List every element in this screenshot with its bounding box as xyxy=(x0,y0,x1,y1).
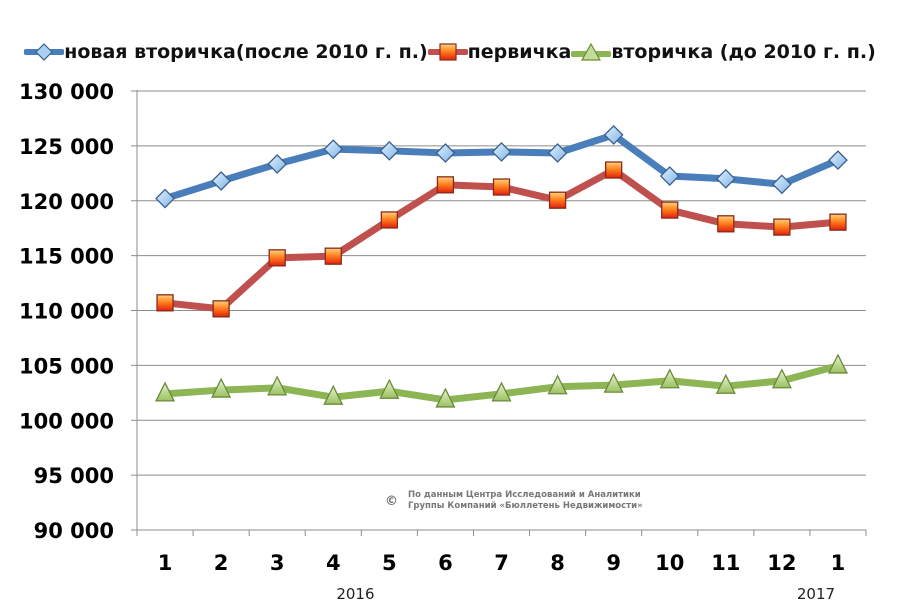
y-tick-label: 125 000 xyxy=(19,135,114,159)
x-tick-label: 4 xyxy=(326,551,341,575)
y-tick-labels: 90 000 95 000 100 000 105 000 110 000 115 000… xyxy=(19,80,114,543)
data-point-square xyxy=(605,161,623,179)
axes xyxy=(136,90,867,536)
year-label: 2016 xyxy=(336,585,374,603)
data-point-diamond xyxy=(547,143,568,163)
data-point-diamond xyxy=(435,143,456,163)
x-tick-label: 1 xyxy=(831,551,846,575)
legend-label: новая вторичка(после 2010 г. п.) xyxy=(64,41,428,63)
data-point-triangle xyxy=(491,381,512,402)
data-point-diamond xyxy=(379,140,400,161)
data-point-triangle xyxy=(659,368,680,389)
data-point-triangle xyxy=(323,384,344,405)
data-point-square xyxy=(661,201,679,219)
legend-item-new-secondary: новая вторичка(после 2010 г. п.) xyxy=(24,41,428,63)
x-tick-label: 8 xyxy=(550,551,565,575)
y-tick-label: 120 000 xyxy=(19,190,114,214)
data-point-diamond xyxy=(828,150,848,171)
data-point-triangle xyxy=(547,374,568,395)
legend-label: вторичка (до 2010 г. п.) xyxy=(611,41,876,63)
data-point-triangle xyxy=(827,353,849,374)
series-1 xyxy=(155,124,848,209)
data-point-diamond xyxy=(155,188,175,209)
data-point-square xyxy=(436,176,455,194)
x-tick-label: 7 xyxy=(494,551,509,575)
y-tick-label: 90 000 xyxy=(34,519,114,543)
data-point-square xyxy=(829,213,847,231)
data-point-square xyxy=(212,300,230,318)
source-note-line2: Группы Компаний «Бюллетень Недвижимости» xyxy=(408,501,643,511)
data-point-diamond xyxy=(491,141,512,162)
data-point-square xyxy=(773,218,791,236)
y-tick-label: 95 000 xyxy=(34,464,114,488)
data-point-diamond xyxy=(771,174,792,195)
data-point-diamond xyxy=(211,171,232,191)
y-tick-label: 130 000 xyxy=(19,80,114,104)
data-point-triangle xyxy=(603,372,624,393)
data-point-square xyxy=(548,191,567,209)
data-point-square xyxy=(268,249,286,267)
year-label: 2017 xyxy=(797,585,835,603)
x-tick-label: 2 xyxy=(214,551,229,575)
x-tick-label: 12 xyxy=(767,551,796,575)
source-note-line1: По данным Центра Исследований и Аналитик… xyxy=(408,490,641,500)
chart-legend: новая вторичка(после 2010 г. п.) первичк… xyxy=(0,35,900,69)
data-point-triangle xyxy=(435,387,456,408)
x-tick-label: 3 xyxy=(270,551,285,575)
x-tick-label: 6 xyxy=(438,551,453,575)
data-point-square xyxy=(324,247,342,265)
data-point-square xyxy=(156,294,174,312)
x-tick-label: 11 xyxy=(711,551,740,575)
data-point-square xyxy=(717,215,735,233)
data-point-diamond xyxy=(323,139,344,160)
data-point-triangle xyxy=(154,381,176,402)
legend-label: первичка xyxy=(467,41,572,63)
source-note: © По данным Центра Исследований и Аналит… xyxy=(385,490,643,512)
y-tick-label: 100 000 xyxy=(19,409,114,433)
y-tick-label: 105 000 xyxy=(19,354,114,378)
legend-item-old-secondary: вторичка (до 2010 г. п.) xyxy=(571,41,876,63)
x-tick-label: 1 xyxy=(158,551,173,575)
copyright-icon: © xyxy=(385,493,398,509)
data-point-diamond xyxy=(715,168,736,189)
y-tick-label: 110 000 xyxy=(19,300,114,324)
series-2 xyxy=(156,161,847,318)
x-tick-label: 10 xyxy=(655,551,684,575)
data-point-diamond xyxy=(267,154,288,174)
data-point-square xyxy=(380,211,398,229)
data-point-triangle xyxy=(771,368,792,389)
legend-square-marker-icon xyxy=(427,43,468,61)
series-3 xyxy=(154,353,849,408)
legend-triangle-marker-icon xyxy=(571,42,612,61)
data-point-diamond xyxy=(603,124,624,145)
y-tick-label: 115 000 xyxy=(19,245,114,269)
series-lines xyxy=(154,124,849,408)
data-point-square xyxy=(492,178,511,196)
data-point-triangle xyxy=(267,375,288,396)
data-point-triangle xyxy=(379,378,400,399)
data-point-diamond xyxy=(659,166,680,186)
legend-item-primary: первичка xyxy=(427,41,572,63)
x-tick-label: 9 xyxy=(606,551,621,575)
legend-diamond-marker-icon xyxy=(24,43,65,61)
data-point-triangle xyxy=(211,377,232,398)
x-tick-label: 5 xyxy=(382,551,397,575)
data-point-triangle xyxy=(715,373,736,394)
